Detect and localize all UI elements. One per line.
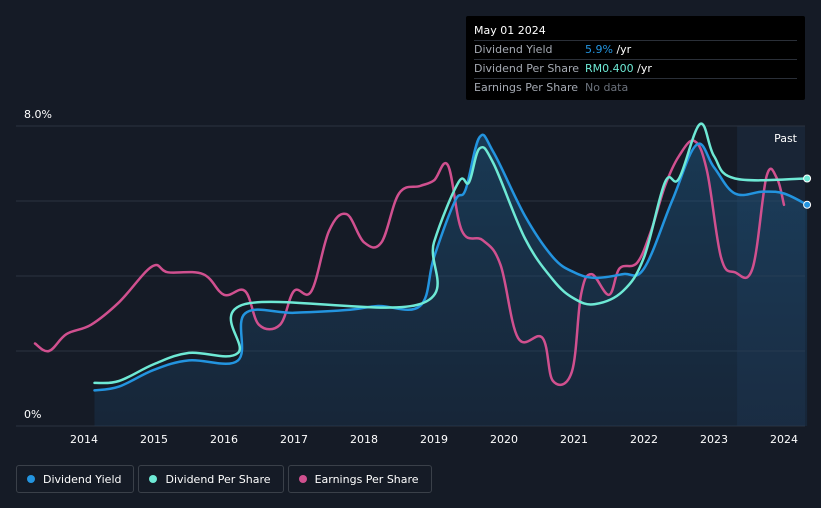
legend-dot-icon: [298, 475, 307, 483]
series-lines: [33, 122, 809, 392]
past-label: Past: [774, 132, 798, 145]
x-tick-label: 2024: [770, 433, 798, 446]
tooltip-value: RM0.400: [585, 62, 634, 75]
x-tick-label: 2020: [490, 433, 518, 446]
x-tick-label: 2016: [210, 433, 238, 446]
dividend-yield-area: [94, 134, 808, 427]
x-tick-label: 2021: [560, 433, 588, 446]
tooltip-label: Dividend Yield: [474, 43, 553, 56]
legend-item-earnings-per-share[interactable]: Earnings Per Share: [287, 465, 432, 493]
earnings-per-share-line: [33, 139, 786, 387]
x-tick-label: 2023: [700, 433, 728, 446]
tooltip-value: No data: [585, 81, 629, 94]
legend-dot-icon: [27, 475, 35, 483]
dividend-yield-end-marker: [803, 200, 812, 209]
tooltip-row-yield: Dividend Yield 5.9% /yr: [474, 40, 797, 59]
y-tick-label: 8.0%: [24, 108, 52, 121]
y-tick-label: 0%: [24, 408, 41, 421]
dividend-per-share-line: [93, 122, 809, 385]
legend-label: Dividend Per Share: [165, 472, 271, 486]
legend-label: Earnings Per Share: [314, 472, 419, 486]
tooltip-unit: /yr: [633, 62, 652, 75]
chart-legend: Dividend Yield Dividend Per Share Earnin…: [16, 465, 432, 493]
tooltip-row-eps: Earnings Per Share No data: [474, 78, 797, 97]
x-tick-label: 2015: [140, 433, 168, 446]
x-tick-label: 2019: [420, 433, 448, 446]
legend-dot-icon: [149, 475, 158, 483]
tooltip-value: 5.9%: [585, 43, 613, 56]
legend-item-dividend-per-share[interactable]: Dividend Per Share: [138, 465, 284, 493]
x-axis-ticks: 2014 2015 2016 2017 2018 2019 2020 2021 2022 2023…: [70, 433, 798, 446]
dividend-yield-line: [93, 133, 809, 392]
legend-label: Dividend Yield: [43, 472, 122, 486]
tooltip-label: Earnings Per Share: [474, 81, 579, 94]
x-tick-label: 2014: [70, 433, 98, 446]
x-tick-label: 2018: [350, 433, 378, 446]
tooltip-unit: /yr: [612, 43, 632, 56]
x-tick-label: 2022: [630, 433, 658, 446]
legend-item-dividend-yield[interactable]: Dividend Yield: [16, 465, 135, 493]
x-tick-label: 2017: [280, 433, 308, 446]
tooltip-row-dps: Dividend Per Share RM0.400 /yr: [474, 59, 797, 78]
end-markers: [803, 174, 812, 209]
tooltip-label: Dividend Per Share: [474, 62, 580, 75]
dividend-per-share-end-marker: [803, 174, 812, 183]
tooltip-panel: May 01 2024 Dividend Yield 5.9% /yr Divi…: [466, 16, 805, 100]
y-axis-ticks: 8.0% 0%: [24, 108, 52, 421]
tooltip-date: May 01 2024: [474, 24, 546, 37]
